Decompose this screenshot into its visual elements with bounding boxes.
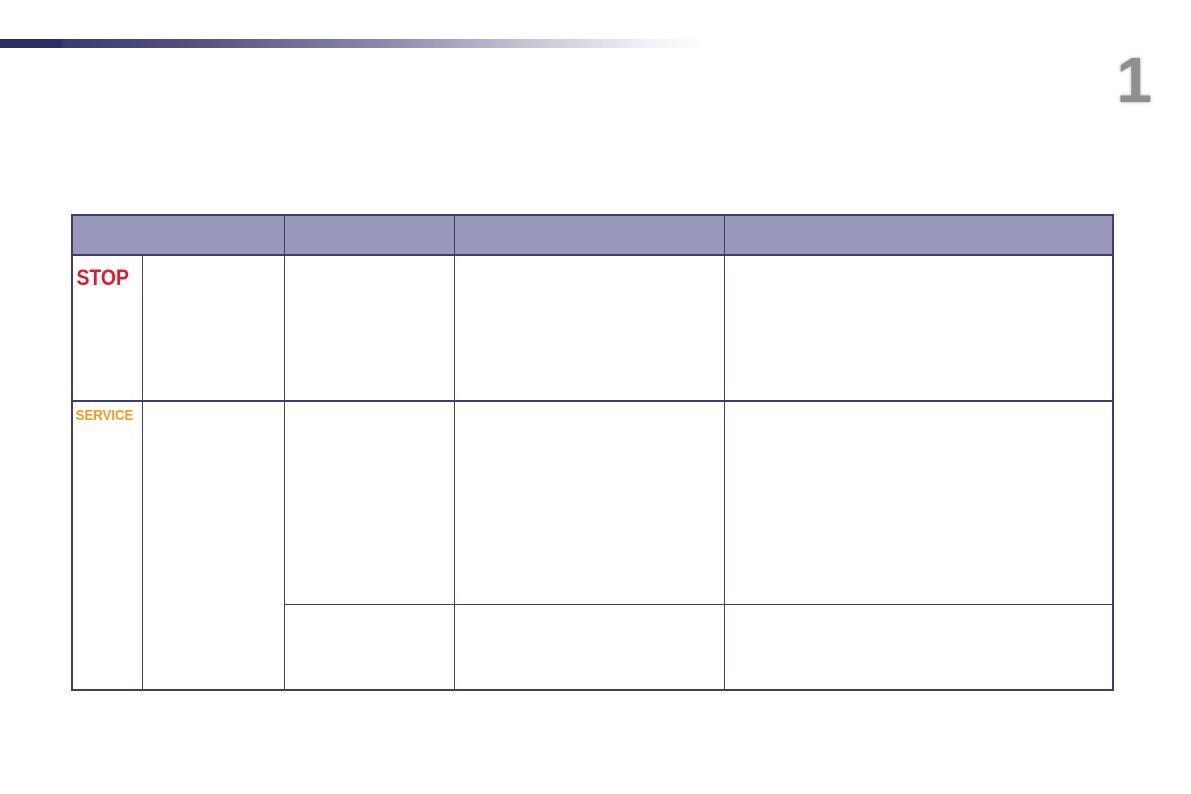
accent-cell (141, 254, 285, 402)
table-header-cell (723, 214, 1114, 256)
table-cell (283, 604, 455, 691)
table-header-cell (71, 214, 285, 256)
table-header-cell (453, 214, 725, 256)
table-cell (723, 254, 1114, 402)
table-row-service: SERVICE (71, 400, 1114, 691)
page-number: 1 (1116, 44, 1152, 116)
table-cell (453, 400, 725, 605)
warning-lights-table: STOP SERVICE (71, 214, 1115, 691)
table-cell (453, 604, 725, 691)
stop-warning-label: STOP (76, 265, 129, 290)
table-cell (723, 400, 1114, 605)
service-warning-label: SERVICE (75, 407, 134, 424)
table-row-service-sub (72, 604, 1114, 691)
table-header-cell (283, 214, 455, 256)
table-header-row (71, 214, 1114, 256)
table-cell (283, 400, 455, 605)
accent-cell (141, 400, 285, 691)
top-gradient-bar (0, 39, 706, 48)
service-warning-cell: SERVICE (71, 400, 143, 691)
table-cell (723, 604, 1114, 691)
table-cell (283, 254, 455, 402)
stop-warning-cell: STOP (71, 254, 143, 402)
table-cell (453, 254, 725, 402)
table-row-stop: STOP (71, 254, 1114, 402)
